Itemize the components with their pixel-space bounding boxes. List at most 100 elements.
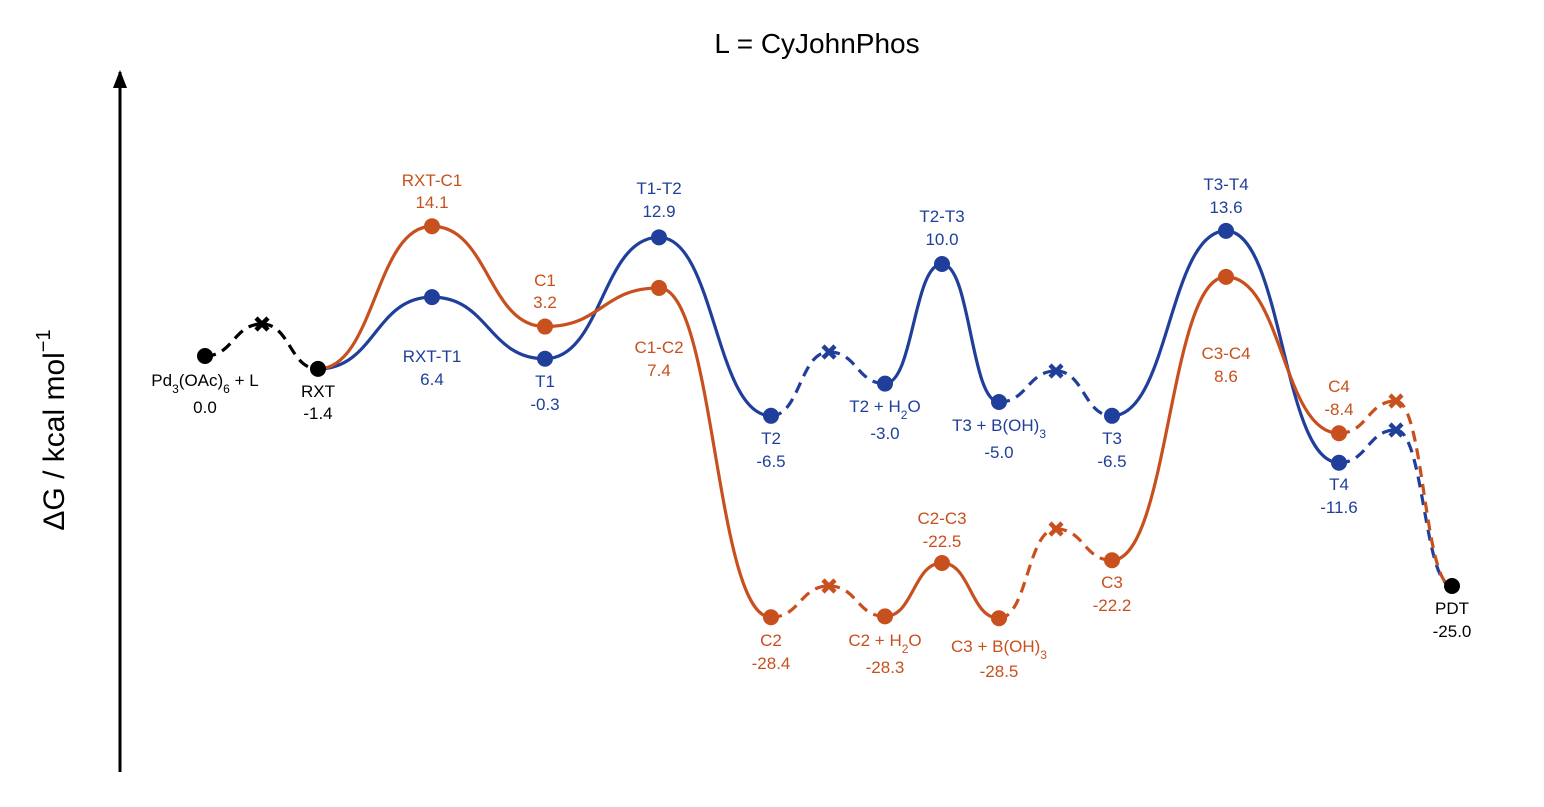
- T-t4-to-cross-dash: [1338, 428, 1397, 465]
- T-t1-t2-to-t2: [658, 235, 772, 418]
- C-c3boh3-to-cross-dash: [998, 527, 1057, 620]
- label-c1-c2: C1-C2: [634, 338, 683, 357]
- cross-T-3: [1388, 422, 1404, 438]
- value-pdt: -25.0: [1433, 622, 1472, 641]
- C-cross-to-pdt-dash: [1395, 399, 1453, 588]
- C-rxt-to-rxt-c1: [317, 224, 433, 371]
- curves-layer: [204, 224, 1453, 620]
- C-c2h2o-to-c2-c3: [884, 561, 943, 618]
- value-t2-t3: 10.0: [925, 230, 958, 249]
- C-c3-to-c3-c4: [1111, 275, 1227, 562]
- T-t2-to-cross-dash: [770, 350, 830, 418]
- C-c1-c2-to-c2: [658, 286, 772, 619]
- value-t2h2o: -3.0: [870, 424, 899, 443]
- point-c1-c2: [651, 279, 667, 296]
- cross-T-2: [1048, 363, 1064, 379]
- labels-layer: Pd3(OAc)6 + L 0.0 RXT -1.4 PDT -25.0 RXT-T1 6.4…: [151, 171, 1471, 681]
- cross-C-3: [1388, 393, 1404, 409]
- point-c2h2o: [877, 608, 893, 625]
- T-cross-to-t2h2o-dash: [828, 350, 886, 386]
- cross-to-rxt-dash: [261, 322, 319, 371]
- point-rxt: [310, 360, 326, 377]
- label-t1: T1: [535, 372, 555, 391]
- C-c2-to-cross-dash: [770, 584, 830, 619]
- point-t3-t4: [1218, 222, 1234, 239]
- y-axis-label-group: ΔG / kcal mol−1: [33, 329, 71, 530]
- label-c2-c3: C2-C3: [917, 509, 966, 528]
- C-rxt-c1-to-c1: [431, 224, 546, 329]
- value-c1: 3.2: [533, 293, 557, 312]
- value-t4: -11.6: [1320, 498, 1358, 517]
- point-rxt-c1: [424, 218, 440, 235]
- C-c3-c4-to-c4: [1225, 275, 1340, 435]
- T-t3-t4-to-t4: [1225, 229, 1340, 465]
- label-rxt-t1: RXT-T1: [403, 347, 462, 366]
- value-t1-t2: 12.9: [642, 202, 675, 221]
- label-t2: T2: [761, 429, 781, 448]
- point-c2-c3: [934, 555, 950, 571]
- start-to-cross-dash: [204, 322, 263, 358]
- point-t1-t2: [651, 229, 667, 246]
- C-cross-to-c2h2o-dash: [828, 584, 886, 618]
- point-t4: [1331, 454, 1347, 471]
- cross-T-1: [821, 344, 837, 360]
- T-t2-t3-to-t3boh3: [941, 262, 1000, 404]
- value-c2: -28.4: [752, 654, 791, 673]
- label-t4: T4: [1329, 475, 1349, 494]
- value-rxt-c1: 14.1: [415, 193, 448, 212]
- y-axis-arrowhead: [113, 70, 127, 88]
- label-t2h2o: T2 + H2O: [849, 397, 920, 422]
- value-t3boh3: -5.0: [984, 443, 1013, 462]
- point-t2h2o: [877, 375, 893, 392]
- point-t2-t3: [934, 256, 950, 272]
- value-start: 0.0: [193, 398, 217, 417]
- label-t3boh3: T3 + B(OH)3: [952, 416, 1046, 441]
- label-c4: C4: [1328, 377, 1350, 396]
- point-pdt: [1444, 578, 1460, 594]
- label-t3: T3: [1102, 429, 1122, 448]
- cross-C-1: [821, 578, 837, 594]
- label-c3: C3: [1101, 573, 1123, 592]
- label-rxt-c1: RXT-C1: [402, 171, 462, 190]
- label-c3boh3: C3 + B(OH)3: [951, 637, 1047, 662]
- point-c3: [1104, 552, 1120, 569]
- T-rxt-to-rxt-t1: [317, 295, 433, 371]
- label-rxt: RXT: [301, 382, 335, 401]
- label-start: Pd3(OAc)6 + L: [151, 371, 258, 396]
- T-cross-to-t3-dash: [1055, 369, 1113, 418]
- label-pdt: PDT: [1435, 599, 1469, 618]
- value-t3: -6.5: [1097, 452, 1126, 471]
- value-c1-c2: 7.4: [647, 361, 671, 380]
- point-c2: [763, 609, 779, 626]
- value-t1: -0.3: [530, 395, 559, 414]
- value-c3-c4: 8.6: [1214, 367, 1238, 386]
- label-t1-t2: T1-T2: [636, 179, 681, 198]
- chart-title: L = CyJohnPhos: [714, 28, 919, 59]
- y-axis-label: ΔG / kcal mol−1: [33, 329, 71, 530]
- value-c2h2o: -28.3: [866, 658, 905, 677]
- value-c3: -22.2: [1093, 596, 1132, 615]
- T-t2h2o-to-t2-t3: [884, 262, 943, 386]
- point-t3: [1104, 407, 1120, 424]
- point-rxt-t1: [424, 289, 440, 306]
- T-cross-to-pdt-dash: [1395, 428, 1453, 588]
- value-t2: -6.5: [756, 452, 785, 471]
- value-rxt-t1: 6.4: [420, 370, 444, 389]
- value-t3-t4: 13.6: [1209, 198, 1242, 217]
- T-t3boh3-to-cross-dash: [998, 369, 1057, 404]
- point-t1: [537, 350, 553, 367]
- label-t3-t4: T3-T4: [1203, 175, 1248, 194]
- label-t2-t3: T2-T3: [919, 207, 964, 226]
- cross-C-2: [1048, 521, 1064, 537]
- label-c2: C2: [760, 631, 782, 650]
- cross-start: [254, 316, 270, 332]
- markers-layer: [197, 218, 1460, 627]
- point-c3-c4: [1218, 268, 1234, 285]
- value-rxt: -1.4: [303, 404, 332, 423]
- point-c3boh3: [991, 610, 1007, 627]
- point-c1: [537, 318, 553, 335]
- point-c4: [1331, 425, 1347, 442]
- T-rxt-t1-to-t1: [431, 295, 546, 361]
